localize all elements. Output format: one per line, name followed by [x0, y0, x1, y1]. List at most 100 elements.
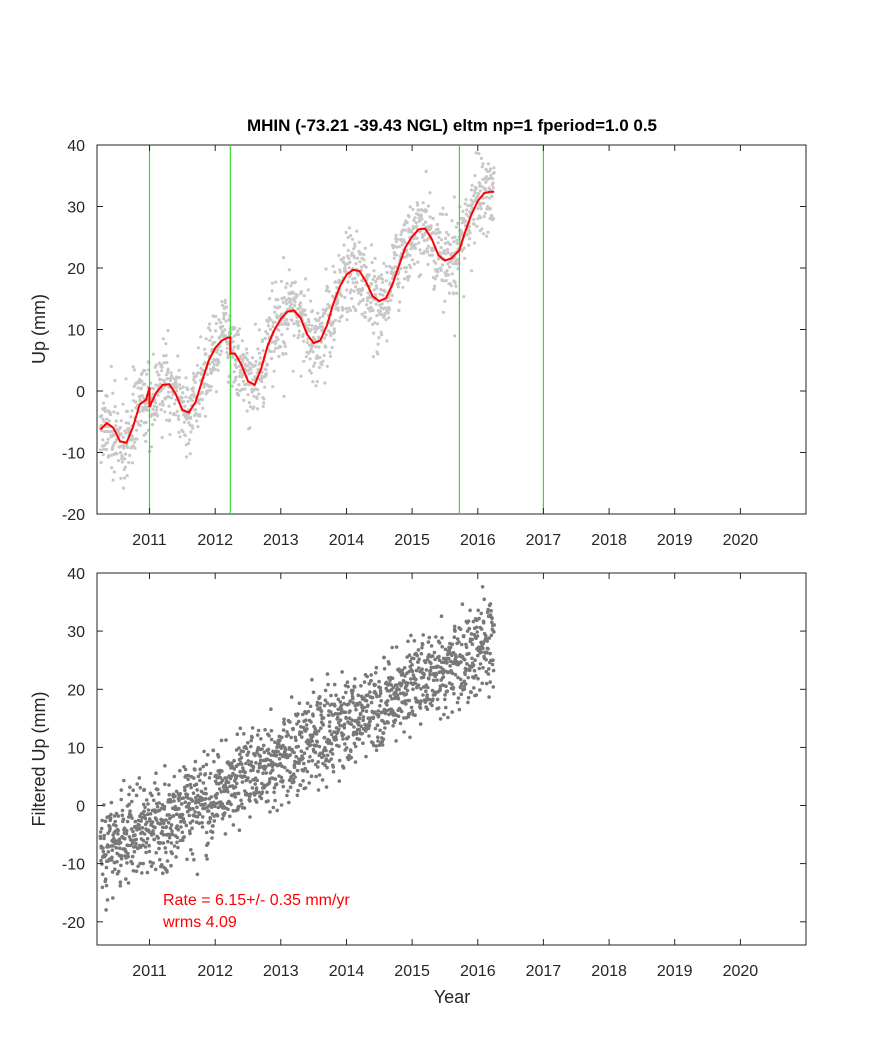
filtered-data-point — [487, 667, 491, 671]
raw-data-point — [292, 334, 296, 338]
filtered-data-point — [269, 753, 274, 757]
raw-data-point — [374, 302, 378, 306]
raw-data-point — [463, 256, 467, 260]
filtered-data-point — [342, 726, 347, 730]
raw-data-point — [226, 341, 230, 345]
filtered-data-point — [231, 809, 235, 813]
filtered-data-point — [219, 790, 224, 794]
raw-data-point — [131, 392, 135, 396]
raw-data-point — [359, 293, 363, 297]
raw-data-point — [379, 330, 383, 334]
raw-data-point — [168, 418, 172, 422]
raw-data-point — [404, 270, 408, 274]
filtered-data-point — [390, 645, 395, 650]
raw-data-point — [155, 405, 159, 409]
filtered-data-point — [176, 827, 180, 832]
filtered-data-point — [339, 710, 343, 715]
filtered-data-point — [332, 682, 337, 687]
filtered-data-point — [138, 785, 143, 790]
raw-data-point — [111, 391, 115, 395]
raw-data-point — [143, 382, 147, 386]
filtered-data-point — [357, 720, 361, 725]
filtered-data-point — [137, 776, 142, 780]
filtered-data-point — [134, 837, 138, 842]
raw-data-point — [279, 279, 283, 283]
filtered-data-point — [220, 769, 224, 773]
raw-data-point — [159, 377, 163, 382]
raw-data-point — [293, 280, 297, 284]
filtered-data-point — [450, 710, 455, 714]
filtered-data-point — [119, 863, 123, 868]
raw-data-point — [139, 419, 143, 423]
filtered-data-point — [478, 662, 483, 666]
filtered-data-point — [347, 702, 351, 706]
x-tick-label: 2014 — [329, 963, 365, 980]
raw-data-point — [320, 321, 324, 325]
raw-data-point — [484, 180, 488, 184]
raw-data-point — [191, 389, 195, 393]
raw-data-point — [413, 216, 417, 220]
raw-data-point — [107, 454, 111, 458]
x-tick-label: 2011 — [132, 532, 167, 549]
raw-data-point — [293, 300, 297, 304]
filtered-data-point — [120, 854, 124, 858]
filtered-data-point — [244, 746, 249, 751]
raw-data-point — [421, 201, 425, 205]
raw-data-point — [119, 451, 123, 455]
filtered-data-point — [181, 796, 186, 800]
raw-data-point — [453, 334, 457, 338]
filtered-data-point — [428, 672, 432, 677]
filtered-data-point — [226, 789, 230, 794]
filtered-data-point — [460, 681, 464, 686]
filtered-data-point — [209, 795, 214, 799]
raw-data-point — [190, 399, 194, 403]
filtered-data-point — [113, 819, 117, 824]
filtered-data-point — [413, 713, 417, 717]
raw-data-point — [333, 280, 338, 284]
raw-data-point — [481, 162, 485, 166]
model-fit-line — [99, 190, 495, 444]
filtered-data-point — [454, 655, 458, 659]
raw-data-point — [182, 399, 186, 404]
filtered-data-point — [388, 678, 392, 683]
filtered-data-point — [408, 711, 412, 716]
raw-data-point — [318, 316, 322, 320]
filtered-data-point — [190, 852, 195, 856]
raw-data-point — [384, 279, 388, 283]
filtered-data-point — [314, 732, 319, 736]
filtered-data-point — [445, 689, 450, 693]
raw-data-point — [434, 261, 438, 265]
filtered-data-point — [409, 633, 413, 638]
filtered-data-point — [146, 812, 150, 816]
raw-data-point — [402, 277, 407, 281]
filtered-data-point — [414, 677, 418, 682]
y-tick-label: 30 — [67, 200, 85, 217]
raw-data-point — [109, 435, 113, 439]
filtered-data-point — [136, 864, 140, 869]
filtered-data-point — [170, 832, 175, 837]
raw-data-point — [447, 273, 451, 277]
filtered-data-point — [251, 768, 255, 772]
raw-data-point — [471, 202, 475, 206]
filtered-data-point — [429, 644, 434, 648]
filtered-data-point — [453, 672, 458, 677]
filtered-data-point — [462, 687, 467, 691]
filtered-data-point — [456, 675, 460, 680]
filtered-data-point — [287, 800, 291, 805]
filtered-data-point — [309, 774, 314, 778]
raw-data-point — [353, 285, 358, 289]
raw-data-point — [342, 256, 346, 260]
raw-data-point — [222, 314, 226, 318]
filtered-data-point — [338, 700, 343, 704]
filtered-data-point — [337, 758, 342, 763]
filtered-data-point — [185, 783, 189, 788]
raw-data-point — [213, 367, 217, 371]
filtered-data-point — [124, 828, 129, 833]
filtered-data-point — [352, 725, 356, 729]
filtered-data-point — [171, 813, 176, 818]
raw-data-point — [244, 347, 249, 351]
filtered-data-point — [198, 772, 203, 776]
raw-data-point — [443, 241, 447, 245]
raw-data-point — [133, 400, 138, 404]
filtered-data-point — [164, 850, 168, 855]
